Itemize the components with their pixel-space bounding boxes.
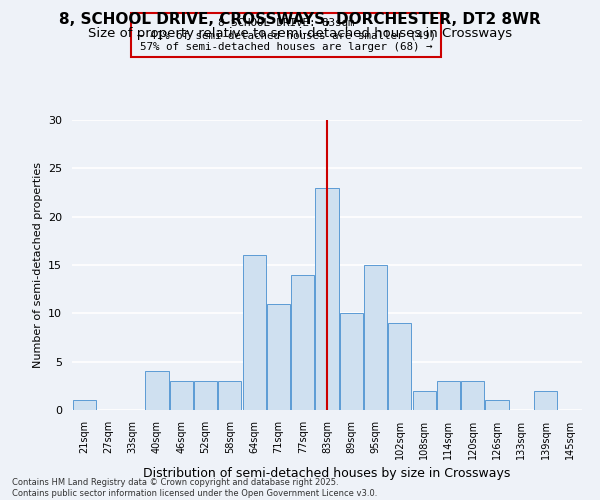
Bar [291,274,314,410]
Bar [73,400,95,410]
Text: Contains HM Land Registry data © Crown copyright and database right 2025.
Contai: Contains HM Land Registry data © Crown c… [12,478,377,498]
Bar [534,390,557,410]
X-axis label: Distribution of semi-detached houses by size in Crossways: Distribution of semi-detached houses by … [143,468,511,480]
Bar [145,372,169,410]
Bar [485,400,509,410]
Text: Size of property relative to semi-detached houses in Crossways: Size of property relative to semi-detach… [88,28,512,40]
Text: 8, SCHOOL DRIVE, CROSSWAYS, DORCHESTER, DT2 8WR: 8, SCHOOL DRIVE, CROSSWAYS, DORCHESTER, … [59,12,541,28]
Bar [170,381,193,410]
Bar [316,188,338,410]
Bar [461,381,484,410]
Bar [242,256,266,410]
Bar [340,314,363,410]
Bar [194,381,217,410]
Bar [364,265,387,410]
Bar [388,323,412,410]
Text: 8 SCHOOL DRIVE: 83sqm
← 41% of semi-detached houses are smaller (49)
57% of semi: 8 SCHOOL DRIVE: 83sqm ← 41% of semi-deta… [137,18,436,52]
Bar [218,381,241,410]
Bar [437,381,460,410]
Y-axis label: Number of semi-detached properties: Number of semi-detached properties [32,162,43,368]
Bar [413,390,436,410]
Bar [267,304,290,410]
